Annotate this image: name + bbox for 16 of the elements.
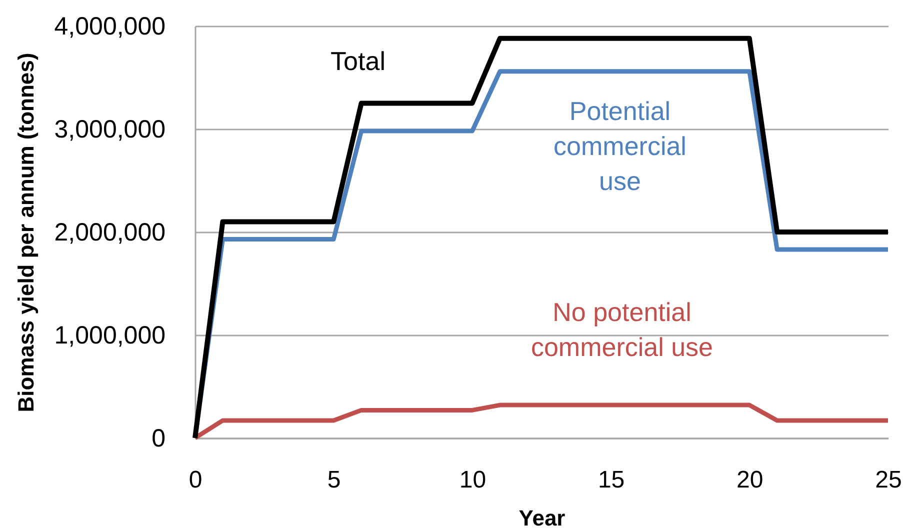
series-label: No potential commercial use	[530, 297, 714, 362]
x-tick-label: 20	[736, 466, 764, 494]
y-axis-title: Biomass yield per annum (tonnes)	[13, 52, 38, 412]
y-tick-label: 1,000,000	[54, 322, 166, 350]
series-label: Potential commercial use	[554, 96, 686, 196]
x-tick-label: 25	[875, 466, 902, 494]
y-tick-label: 2,000,000	[54, 218, 166, 246]
y-tick-label: 3,000,000	[54, 116, 166, 144]
y-tick-label: 0	[152, 424, 166, 452]
x-tick-label: 15	[598, 466, 625, 494]
x-axis-title: Year	[518, 506, 566, 530]
series-label: Total	[330, 46, 386, 76]
x-tick-label: 0	[188, 466, 202, 494]
x-tick-label: 5	[327, 466, 341, 494]
y-tick-label: 4,000,000	[54, 12, 166, 40]
x-tick-label: 10	[459, 466, 486, 494]
